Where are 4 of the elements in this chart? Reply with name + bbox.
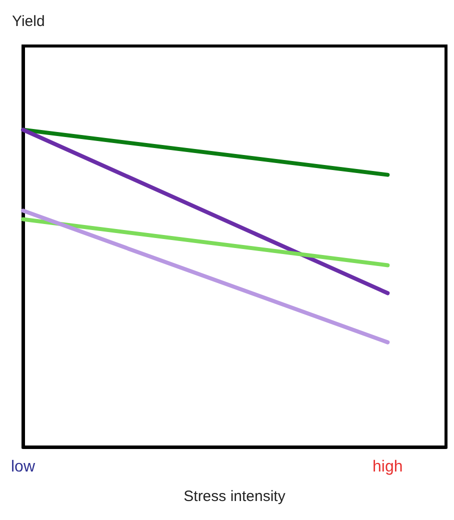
- x-axis-title: Stress intensity: [184, 488, 286, 505]
- x-tick-label: low: [10, 458, 36, 476]
- x-tick-label: high: [372, 458, 403, 476]
- text: Yield: [12, 13, 45, 30]
